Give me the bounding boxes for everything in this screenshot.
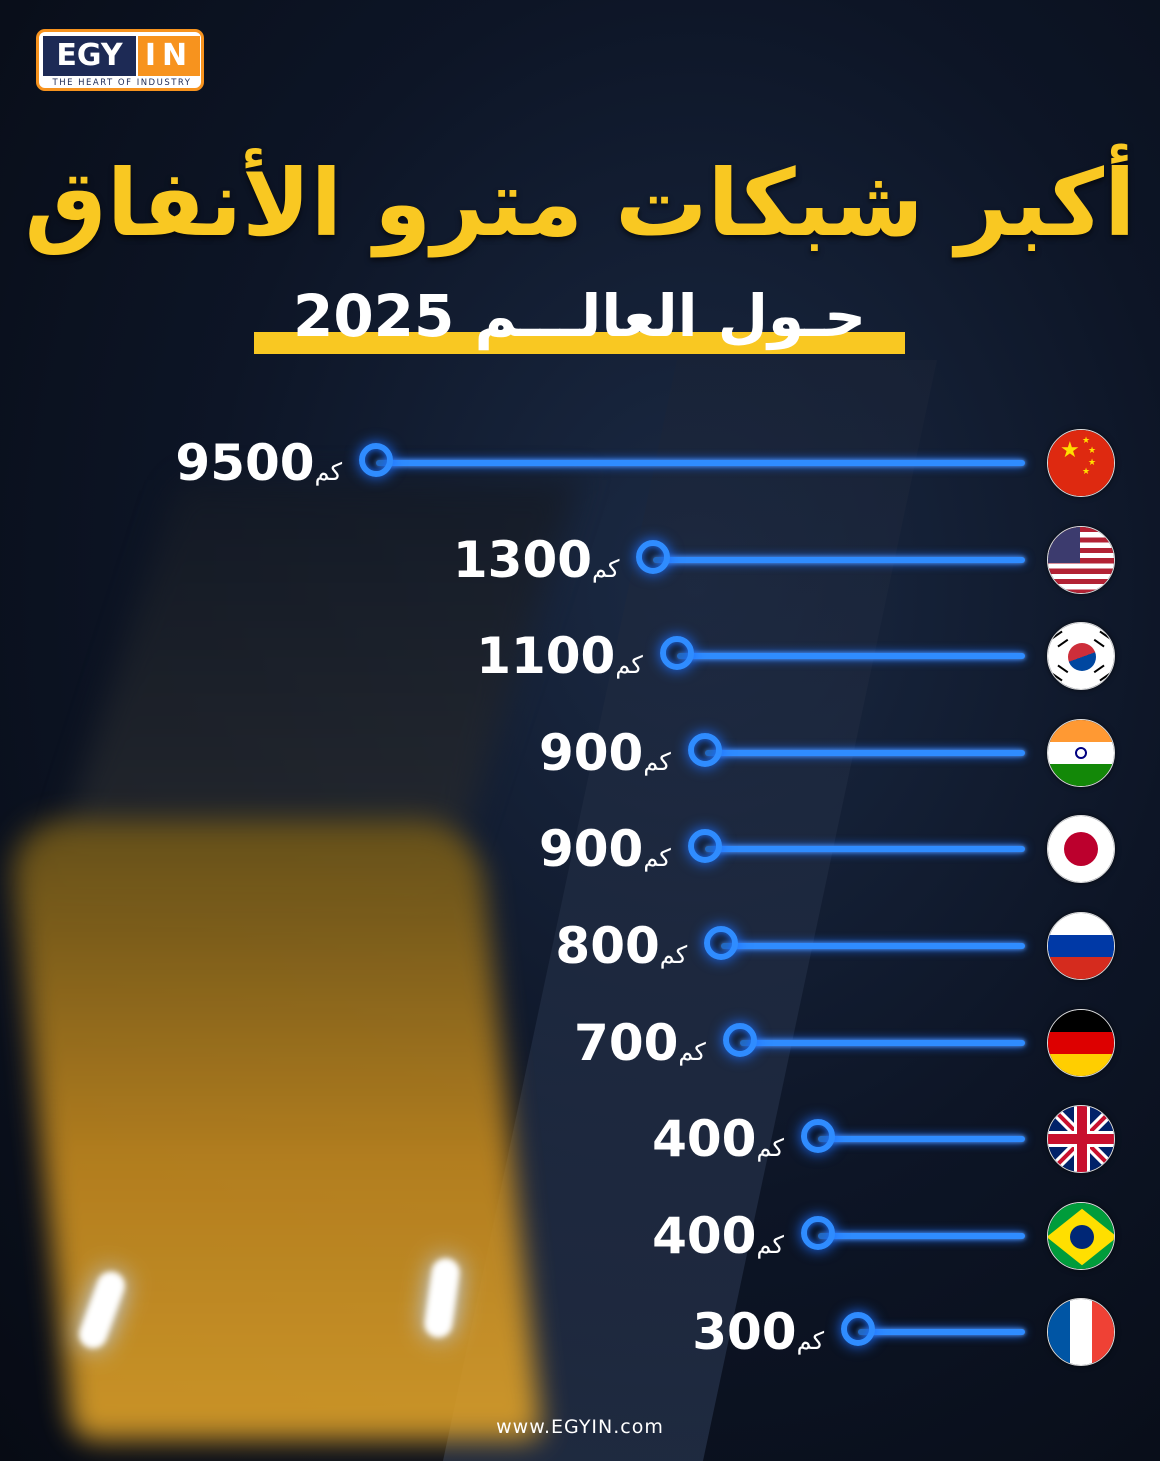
bar-line	[704, 846, 1025, 853]
value-label: كم900	[539, 820, 677, 887]
chart-row-united-kingdom: كم400	[0, 1104, 1160, 1174]
flag-china-icon: ★ ★ ★ ★ ★	[1047, 429, 1115, 497]
flag-brazil-icon	[1047, 1201, 1115, 1270]
value-label: كم1300	[453, 531, 626, 598]
value-number: 400	[652, 1206, 758, 1265]
chart-row-japan: كم900	[0, 814, 1160, 884]
unit-label: كم	[678, 1037, 706, 1066]
value-number: 400	[652, 1110, 758, 1169]
bar-line	[721, 943, 1025, 949]
unit-label: كم	[756, 1134, 784, 1163]
bar-marker	[659, 636, 694, 671]
flag-russia-icon	[1047, 912, 1115, 980]
value-label: كم800	[555, 917, 693, 984]
logo-egy: EGY	[43, 36, 136, 76]
bar-marker	[636, 539, 671, 574]
bar-marker	[687, 732, 722, 767]
bar-marker	[704, 926, 739, 960]
bar-line	[739, 1039, 1025, 1046]
unit-label: كم	[796, 1327, 824, 1356]
bar-line	[704, 749, 1025, 756]
bar-line	[817, 1136, 1025, 1143]
bar-line	[817, 1232, 1025, 1239]
unit-label: كم	[314, 458, 342, 486]
flag-united-states-icon	[1047, 525, 1115, 594]
value-label: كم1100	[476, 627, 649, 694]
flag-south-korea-icon	[1047, 622, 1115, 691]
chart-row-united-states: كم1300	[0, 525, 1160, 595]
value-number: 9500	[175, 434, 316, 492]
value-number: 300	[692, 1303, 798, 1362]
chart-row-china: كم9500 ★ ★ ★ ★ ★	[0, 428, 1160, 498]
egyin-logo: EGY IN THE HEART OF INDUSTRY	[36, 29, 204, 91]
unit-label: كم	[643, 747, 671, 776]
bar-marker	[800, 1215, 835, 1250]
flag-france-icon	[1047, 1298, 1115, 1367]
bar-line	[676, 653, 1025, 660]
unit-label: كم	[756, 1230, 784, 1259]
value-label: كم400	[652, 1110, 790, 1177]
unit-label: كم	[643, 844, 671, 873]
chart-row-south-korea: كم1100	[0, 621, 1160, 691]
value-label: كم9500	[175, 434, 348, 501]
chart-row-russia: كم800	[0, 911, 1160, 981]
flag-united-kingdom-icon	[1047, 1105, 1115, 1174]
unit-label: كم	[659, 941, 688, 969]
bar-line	[858, 1329, 1025, 1336]
value-number: 900	[538, 723, 645, 782]
unit-label: كم	[592, 554, 620, 583]
flag-japan-icon	[1047, 815, 1115, 884]
logo-in: IN	[138, 36, 200, 76]
value-label: كم400	[652, 1207, 790, 1274]
value-label: كم300	[692, 1303, 830, 1370]
website-footer: www.EGYIN.com	[496, 1416, 664, 1438]
chart-row-france: كم300	[0, 1297, 1160, 1367]
bar-marker	[841, 1312, 875, 1347]
value-label: كم900	[539, 724, 677, 791]
chart-row-india: كم900	[0, 718, 1160, 788]
value-number: 1100	[476, 627, 617, 686]
flag-germany-icon	[1047, 1008, 1115, 1077]
value-label: كم700	[574, 1014, 712, 1081]
flag-india-icon	[1047, 718, 1115, 787]
bar-marker	[687, 829, 722, 864]
unit-label: كم	[615, 651, 643, 680]
value-number: 800	[555, 917, 661, 975]
logo-tagline: THE HEART OF INDUSTRY	[52, 78, 192, 88]
value-number: 700	[574, 1013, 680, 1072]
bar-marker	[800, 1119, 835, 1154]
value-number: 1300	[452, 530, 594, 589]
chart-row-germany: كم700	[0, 1008, 1160, 1078]
bar-marker	[722, 1022, 757, 1057]
chart-row-brazil: كم400	[0, 1201, 1160, 1271]
page-title: أكبر شبكات مترو الأنفاق	[24, 150, 1136, 257]
subtitle-highlight	[254, 332, 905, 354]
bar-line	[376, 460, 1025, 466]
bar-marker	[359, 443, 393, 477]
bar-line	[653, 556, 1025, 563]
value-number: 900	[538, 820, 645, 879]
page-subtitle: حـول العالـــم 2025	[292, 282, 867, 350]
